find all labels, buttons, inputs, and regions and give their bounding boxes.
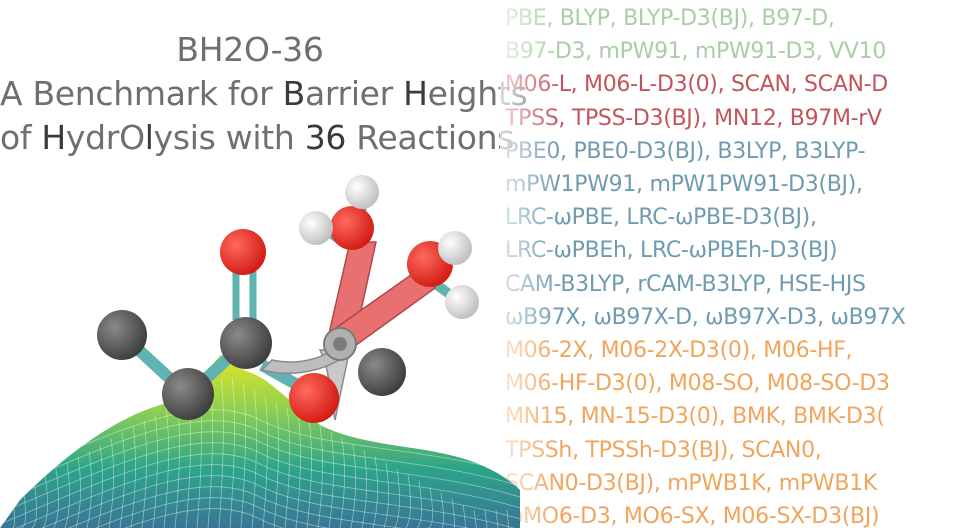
functional-line: CAM-B3LYP, rCAM-B3LYP, HSE-HJS: [505, 271, 866, 297]
oxygen-atom-2: [289, 373, 339, 423]
functional-line: LRC-ωPBE, LRC-ωPBE-D3(BJ),: [505, 205, 817, 231]
hydrogen-atom-4: [445, 285, 479, 319]
functional-line: ωB97X, ωB97X-D, ωB97X-D3, ωB97X: [505, 304, 906, 330]
functional-line: M06-HF-D3(0), M08-SO, M08-SO-D3: [505, 371, 890, 397]
functional-line: MN15, MN-15-D3(0), BMK, BMK-D3(: [505, 404, 885, 430]
functional-line: PBE0, PBE0-D3(BJ), B3LYP, B3LYP-: [505, 138, 866, 164]
hydrogen-atom-3: [438, 231, 472, 265]
functional-list: PBE, BLYP, BLYP-D3(BJ), B97-D, B97-D3, mP…: [505, 2, 973, 528]
functional-line: mPW1PW91, mPW1PW91-D3(BJ),: [505, 172, 863, 198]
title-line-1: BH2O-36: [176, 30, 324, 69]
atoms: [97, 175, 479, 423]
carbon-atom-3: [220, 317, 272, 369]
hydrogen-atom-1: [345, 175, 379, 209]
functional-line: SCAN0-D3(BJ), mPWB1K, mPWB1K: [505, 470, 877, 496]
page-title: BH2O-36 A Benchmark for Barrier Heights …: [0, 28, 528, 160]
functional-line: PBE, BLYP, BLYP-D3(BJ), B97-D,: [505, 6, 835, 31]
energy-surface: [0, 355, 520, 528]
title-line-3: of HydrOlysis with 36 Reactions: [0, 118, 515, 157]
title-line-2: A Benchmark for Barrier Heights: [0, 74, 528, 113]
carbon-atom-2: [162, 368, 214, 420]
functional-line: TPSSh, TPSSh-D3(BJ), SCAN0,: [505, 437, 822, 463]
functional-line: M06-L, M06-L-D3(0), SCAN, SCAN-D: [505, 72, 888, 98]
molecule-illustration: [0, 175, 520, 528]
functional-line: ωMO6-D3, MO6-SX, M06-SX-D3(BJ): [505, 504, 880, 528]
oxygen-atom-3: [330, 206, 374, 250]
oxygen-atom-1: [220, 229, 266, 275]
functional-line: TPSS, TPSS-D3(BJ), MN12, B97M-rV: [505, 105, 882, 131]
functional-line: LRC-ωPBEh, LRC-ωPBEh-D3(BJ): [505, 238, 838, 264]
functional-line: B97-D3, mPW91, mPW91-D3, VV10: [505, 39, 887, 65]
carbon-atom-4: [358, 348, 406, 396]
scissors-icon: [260, 241, 437, 421]
hydrogen-atom-2: [299, 211, 333, 245]
functional-line: M06-2X, M06-2X-D3(0), M06-HF,: [505, 338, 853, 364]
carbon-atom-1: [97, 310, 147, 360]
